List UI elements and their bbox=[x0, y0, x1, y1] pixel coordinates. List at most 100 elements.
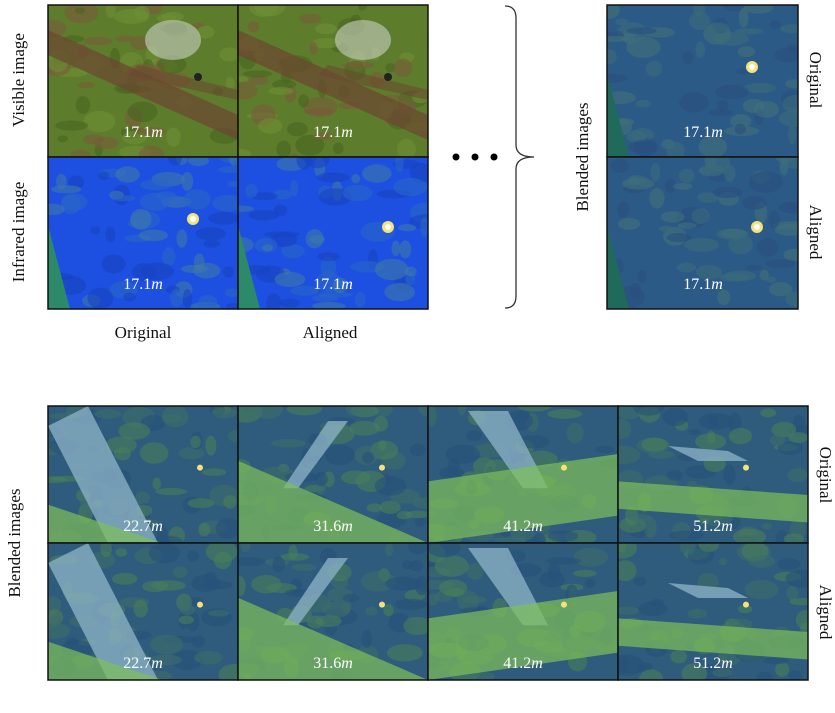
texture bbox=[128, 102, 158, 123]
texture bbox=[118, 422, 150, 439]
distance-label: 17.1m bbox=[683, 276, 723, 293]
distance-unit: m bbox=[531, 655, 543, 672]
texture bbox=[754, 101, 780, 118]
texture bbox=[316, 615, 342, 627]
texture bbox=[466, 430, 482, 441]
texture bbox=[787, 468, 807, 482]
texture bbox=[617, 201, 629, 218]
texture bbox=[162, 247, 175, 266]
texture bbox=[749, 555, 775, 568]
smoke bbox=[335, 20, 391, 60]
bracket bbox=[505, 6, 534, 308]
texture bbox=[206, 541, 238, 563]
hotspot bbox=[379, 602, 385, 608]
texture bbox=[679, 92, 709, 113]
texture bbox=[708, 415, 718, 427]
texture bbox=[597, 74, 628, 83]
texture bbox=[266, 293, 281, 314]
texture bbox=[749, 171, 783, 193]
texture bbox=[547, 409, 582, 419]
texture bbox=[383, 604, 394, 616]
distance-unit: m bbox=[711, 276, 723, 293]
texture bbox=[306, 229, 324, 248]
texture bbox=[287, 122, 308, 136]
texture bbox=[770, 20, 781, 29]
texture bbox=[622, 178, 654, 190]
texture bbox=[393, 59, 412, 78]
texture bbox=[428, 593, 438, 605]
texture bbox=[777, 558, 800, 570]
texture bbox=[638, 602, 668, 617]
column-label: Aligned bbox=[303, 323, 358, 342]
distance-unit: m bbox=[151, 276, 163, 293]
texture bbox=[279, 299, 299, 308]
hotspot-core bbox=[385, 224, 391, 230]
texture bbox=[659, 226, 673, 232]
distance-value: 22.7 bbox=[123, 655, 151, 672]
texture bbox=[627, 27, 657, 34]
distance-value: 17.1 bbox=[123, 124, 151, 141]
texture bbox=[744, 1, 774, 14]
texture bbox=[757, 238, 779, 257]
texture bbox=[225, 288, 239, 297]
distance-value: 17.1 bbox=[683, 276, 711, 293]
texture bbox=[51, 185, 81, 193]
hotspot bbox=[743, 465, 749, 471]
distance-label: 17.1m bbox=[123, 276, 163, 293]
texture bbox=[194, 651, 222, 665]
texture bbox=[198, 523, 210, 536]
texture bbox=[644, 517, 656, 539]
texture bbox=[728, 234, 753, 254]
texture bbox=[618, 218, 641, 230]
texture bbox=[788, 125, 796, 144]
texture bbox=[245, 184, 257, 198]
texture bbox=[130, 209, 151, 230]
texture bbox=[181, 265, 208, 273]
row-label: Original bbox=[806, 52, 825, 109]
texture bbox=[744, 580, 778, 599]
texture bbox=[253, 398, 283, 419]
group-label: Blended images bbox=[573, 102, 592, 211]
row-label: Aligned bbox=[806, 205, 825, 260]
distance-value: 17.1 bbox=[313, 276, 341, 293]
texture bbox=[94, 137, 119, 149]
distance-unit: m bbox=[341, 655, 353, 672]
texture bbox=[780, 24, 804, 33]
texture bbox=[251, 575, 281, 593]
hotspot bbox=[561, 602, 567, 608]
texture bbox=[649, 450, 675, 458]
texture bbox=[176, 229, 187, 247]
texture bbox=[90, 226, 100, 234]
texture bbox=[689, 12, 710, 30]
texture bbox=[633, 400, 664, 416]
texture bbox=[272, 556, 285, 572]
texture bbox=[723, 464, 735, 485]
row-label: Aligned bbox=[816, 585, 835, 640]
texture bbox=[134, 600, 148, 618]
texture bbox=[198, 295, 217, 309]
texture bbox=[780, 158, 789, 176]
texture bbox=[719, 558, 728, 565]
distance-value: 41.2 bbox=[503, 518, 531, 535]
texture bbox=[83, 111, 115, 132]
texture bbox=[765, 259, 795, 268]
texture bbox=[717, 100, 728, 112]
texture bbox=[249, 210, 279, 220]
texture bbox=[156, 488, 187, 495]
texture bbox=[746, 265, 762, 271]
texture bbox=[219, 47, 239, 61]
texture bbox=[343, 185, 373, 202]
texture bbox=[112, 573, 137, 585]
texture bbox=[637, 270, 646, 283]
texture bbox=[667, 470, 683, 480]
texture bbox=[415, 576, 429, 595]
texture bbox=[324, 445, 354, 466]
texture bbox=[58, 135, 68, 142]
texture bbox=[395, 599, 427, 610]
texture bbox=[298, 94, 309, 107]
texture bbox=[151, 580, 186, 590]
texture bbox=[610, 159, 628, 173]
distance-unit: m bbox=[151, 518, 163, 535]
texture bbox=[349, 421, 380, 436]
texture bbox=[387, 644, 423, 661]
